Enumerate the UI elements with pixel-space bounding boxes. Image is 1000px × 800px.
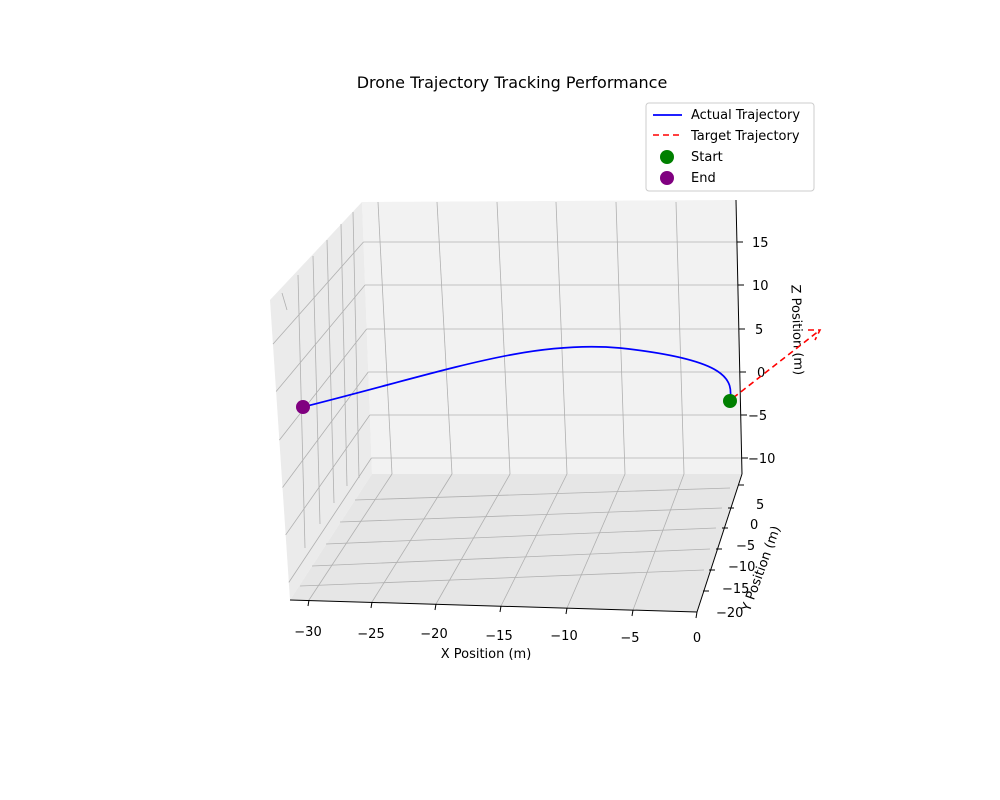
back-pane bbox=[362, 200, 742, 474]
grid-line bbox=[354, 487, 731, 501]
grid-line bbox=[312, 255, 321, 525]
x-ticks: −30 −25 −20 −15 −10 −5 0 bbox=[294, 599, 701, 646]
x-axis-label: X Position (m) bbox=[441, 647, 532, 662]
grid-line bbox=[308, 473, 393, 601]
legend-swatch-end bbox=[660, 171, 674, 185]
grid-line bbox=[311, 548, 711, 567]
grid-line bbox=[500, 473, 568, 607]
x-axis-line bbox=[289, 599, 698, 613]
y-axis-line bbox=[696, 473, 743, 613]
y-tick-label: −5 bbox=[736, 539, 755, 554]
z-tick-label: −10 bbox=[748, 452, 775, 467]
z-axis-line bbox=[735, 199, 743, 475]
grid-line bbox=[279, 328, 367, 441]
y-tick-label: −20 bbox=[716, 606, 743, 621]
grid-line bbox=[275, 284, 366, 392]
grid-line bbox=[272, 241, 364, 345]
grid-line bbox=[632, 473, 685, 611]
target-trajectory-line bbox=[732, 329, 822, 399]
grid-line bbox=[436, 201, 453, 475]
grid-line bbox=[325, 527, 717, 545]
grid-line bbox=[326, 239, 335, 504]
legend-box bbox=[645, 102, 815, 192]
chart-title: Drone Trajectory Tracking Performance bbox=[357, 73, 668, 92]
x-tick-label: −15 bbox=[485, 629, 512, 644]
left-pane bbox=[270, 202, 372, 600]
end-marker bbox=[296, 400, 310, 414]
z-tick-label: 0 bbox=[757, 366, 765, 381]
grid-line bbox=[288, 457, 372, 583]
grid-line bbox=[496, 201, 511, 475]
legend-label-start: Start bbox=[691, 150, 723, 165]
grid-line bbox=[566, 473, 626, 609]
grid-line bbox=[675, 201, 685, 475]
grid-line bbox=[352, 211, 360, 479]
z-tick-label: 10 bbox=[752, 279, 769, 294]
y-tick-label: −10 bbox=[728, 560, 755, 575]
x-tick-label: −10 bbox=[550, 629, 577, 644]
grid-line bbox=[285, 414, 371, 536]
z-axis-label: Z Position (m) bbox=[787, 284, 805, 375]
legend-label-end: End bbox=[691, 171, 716, 186]
y-tick-label: 0 bbox=[750, 518, 758, 533]
z-tick-label: −5 bbox=[748, 409, 767, 424]
actual-trajectory-line bbox=[302, 345, 732, 408]
y-tick-label: 5 bbox=[756, 498, 764, 513]
grid-line bbox=[299, 569, 705, 587]
legend: Actual Trajectory Target Trajectory Star… bbox=[645, 102, 815, 192]
grid-line bbox=[615, 201, 626, 475]
x-tick-label: −30 bbox=[294, 625, 321, 640]
x-tick-label: −5 bbox=[620, 631, 639, 646]
z-ticks: 15 10 5 0 −5 −10 bbox=[737, 236, 775, 467]
x-tick-label: 0 bbox=[693, 631, 701, 646]
legend-label-actual: Actual Trajectory bbox=[691, 108, 800, 123]
legend-swatch-start bbox=[660, 150, 674, 164]
start-marker bbox=[723, 394, 737, 408]
x-tick-label: −25 bbox=[357, 627, 384, 642]
y-tick-label: −15 bbox=[722, 582, 749, 597]
grid-line bbox=[339, 507, 723, 523]
y-ticks: 5 0 −5 −10 −15 −20 bbox=[703, 484, 764, 621]
floor-pane bbox=[290, 474, 742, 612]
z-tick-label: 5 bbox=[755, 323, 763, 338]
grid-line bbox=[377, 201, 393, 475]
grid-line bbox=[340, 223, 348, 487]
grid-line bbox=[281, 292, 288, 311]
legend-label-target: Target Trajectory bbox=[690, 129, 800, 144]
gridlines bbox=[272, 201, 742, 611]
x-tick-label: −20 bbox=[420, 627, 447, 642]
grid-line bbox=[282, 371, 369, 488]
grid-line bbox=[371, 473, 453, 603]
z-tick-label: 15 bbox=[752, 236, 769, 251]
grid-line bbox=[555, 201, 568, 475]
